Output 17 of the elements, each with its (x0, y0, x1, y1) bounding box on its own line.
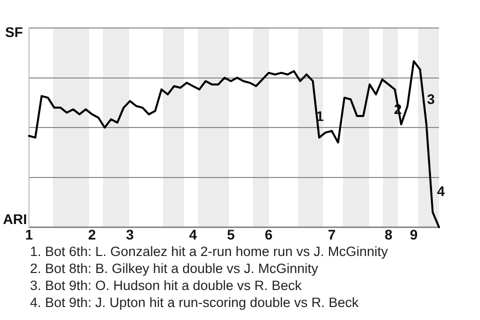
x-tick-label: 6 (264, 226, 273, 242)
text: 4. Bot 9th: J. Upton hit a run-scoring double vs R. Beck (30, 294, 360, 311)
x-tick-label: 8 (384, 226, 393, 242)
x-tick-label: 3 (126, 226, 134, 242)
x-tick-label: 5 (226, 226, 235, 242)
x-tick-label: 2 (88, 226, 96, 242)
x-tick-label: 1 (25, 226, 34, 242)
text: SF (5, 24, 24, 40)
text: 2. Bot 8th: B. Gilkey hit a double vs J. McGinnity (30, 260, 320, 277)
text: 1. Bot 6th: L. Gonzalez hit a 2-run home run vs J. McGinnity (30, 243, 388, 260)
x-tick-label: 9 (410, 226, 418, 242)
text: 3. Bot 9th: O. Hudson hit a double vs R. Beck (30, 277, 303, 294)
x-tick-label: 7 (328, 226, 336, 242)
x-tick-label: 4 (189, 226, 198, 242)
annotation: 4 (437, 182, 445, 199)
text: ARI (2, 210, 28, 227)
annotation: 3 (427, 90, 435, 107)
